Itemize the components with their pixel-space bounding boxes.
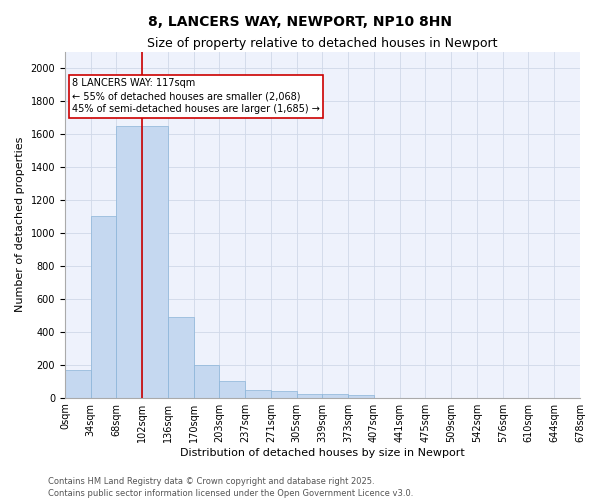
Y-axis label: Number of detached properties: Number of detached properties [15,137,25,312]
Bar [245,390,271,398]
Bar [348,395,374,398]
Bar [194,365,220,398]
Bar [296,394,322,398]
Bar [271,391,296,398]
Text: 8 LANCERS WAY: 117sqm
← 55% of detached houses are smaller (2,068)
45% of semi-d: 8 LANCERS WAY: 117sqm ← 55% of detached … [72,78,320,114]
Text: Contains HM Land Registry data © Crown copyright and database right 2025.
Contai: Contains HM Land Registry data © Crown c… [48,476,413,498]
Bar [116,126,142,398]
Bar [91,216,116,398]
Bar [322,394,348,398]
Bar [220,381,245,398]
Bar [142,126,168,398]
Text: 8, LANCERS WAY, NEWPORT, NP10 8HN: 8, LANCERS WAY, NEWPORT, NP10 8HN [148,15,452,29]
X-axis label: Distribution of detached houses by size in Newport: Distribution of detached houses by size … [180,448,465,458]
Bar [65,370,91,398]
Title: Size of property relative to detached houses in Newport: Size of property relative to detached ho… [147,38,498,51]
Bar [168,317,194,398]
